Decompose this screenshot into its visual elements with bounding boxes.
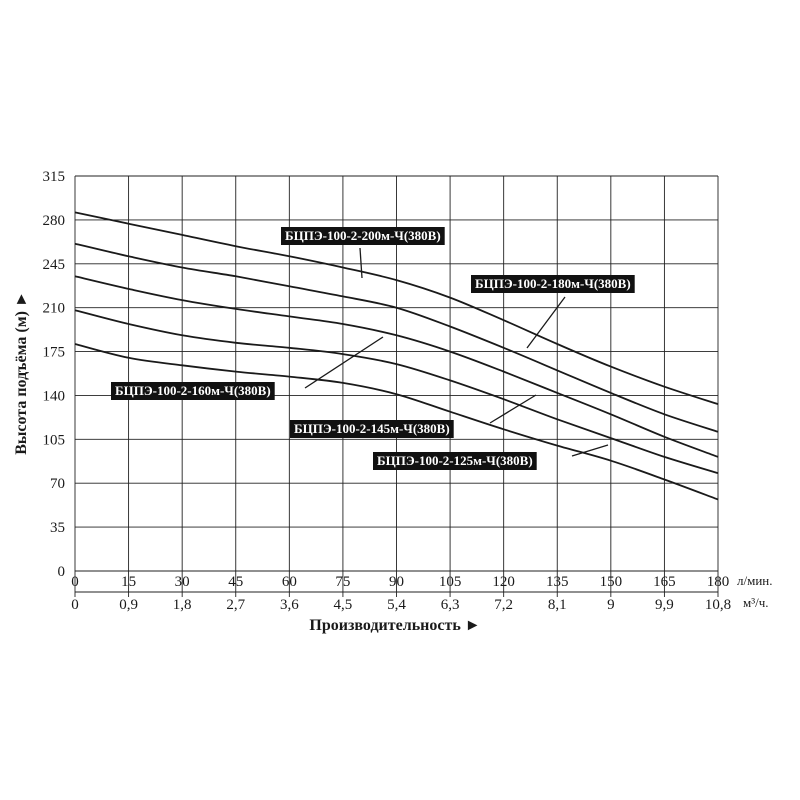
series-curve-2: [74, 242, 719, 433]
series-labels: БЦПЭ-100-2-200м-Ч(380В) БЦПЭ-100-2-180м-Ч…: [111, 227, 635, 470]
series-leader-line: [571, 444, 609, 457]
x-tick-label: 45: [228, 574, 243, 590]
series-label-3: БЦПЭ-100-2-160м-Ч(380В): [111, 336, 384, 400]
series-label-box: [290, 420, 454, 438]
y-axis-title: Высота подъёма (м) ►: [13, 291, 30, 455]
y-tick-label: 70: [50, 476, 65, 492]
series-label-text: БЦПЭ-100-2-160м-Ч(380В): [115, 383, 271, 398]
x2-unit-label: м³/ч.: [743, 595, 769, 610]
x-tick-label: 135: [546, 574, 569, 590]
x-tick-label: 30: [175, 574, 190, 590]
series-label-2: БЦПЭ-100-2-180м-Ч(380В): [471, 275, 635, 349]
y-tick-label: 280: [43, 213, 66, 229]
x-tick-label: 165: [653, 574, 676, 590]
x2-tick-labels: 0 0,9 1,8 2,7 3,6 4,5 5,4 6,3 7,2 8,1 9 9,9 10,8: [71, 597, 731, 613]
series-label-text: БЦПЭ-100-2-125м-Ч(380В): [377, 453, 533, 468]
series-curves: [74, 211, 719, 501]
series-leader-line: [526, 296, 566, 349]
series-curve-1: [74, 211, 719, 406]
y-tick-label: 315: [43, 169, 66, 185]
x-tick-labels: 0 15 30 45 60 75 90 105 120 135 150 165 180: [71, 574, 729, 590]
x2-tick-label: 0,9: [119, 597, 138, 613]
series-label-4: БЦПЭ-100-2-145м-Ч(380В): [290, 394, 537, 438]
series-label-box: [373, 452, 537, 470]
series-curve-5: [74, 343, 719, 501]
y-tick-label: 175: [43, 345, 66, 361]
series-curve-3: [74, 275, 719, 458]
x2-tick-label: 3,6: [280, 597, 299, 613]
series-curve-4: [74, 309, 719, 475]
x2-tick-label: 9: [607, 597, 615, 613]
series-label-text: БЦПЭ-100-2-180м-Ч(380В): [475, 276, 631, 291]
x2-tick-label: 0: [71, 597, 79, 613]
x-tick-label: 150: [600, 574, 623, 590]
x-tick-label: 15: [121, 574, 136, 590]
series-label-text: БЦПЭ-100-2-145м-Ч(380В): [294, 421, 450, 436]
x2-tick-label: 8,1: [548, 597, 567, 613]
x2-tick-label: 4,5: [334, 597, 353, 613]
x-tick-label: 105: [439, 574, 462, 590]
y-tick-label: 0: [58, 564, 66, 580]
x-tick-label: 120: [492, 574, 515, 590]
x2-tick-label: 7,2: [494, 597, 513, 613]
x2-tick-label: 1,8: [173, 597, 192, 613]
x-tick-label: 180: [707, 574, 730, 590]
x2-tick-label: 6,3: [441, 597, 460, 613]
x2-tick-label: 10,8: [705, 597, 731, 613]
x2-tick-label: 2,7: [226, 597, 245, 613]
y-tick-label: 210: [43, 301, 66, 317]
x-tick-label: 0: [71, 574, 79, 590]
series-leader-line: [304, 336, 384, 389]
series-label-box: [471, 275, 635, 293]
x-tick-label: 90: [389, 574, 404, 590]
y-tick-label: 35: [50, 520, 65, 536]
x-tick-label: 60: [282, 574, 297, 590]
series-label-5: БЦПЭ-100-2-125м-Ч(380В): [373, 444, 609, 470]
series-label-text: БЦПЭ-100-2-200м-Ч(380В): [285, 228, 441, 243]
series-label-box: [111, 382, 275, 400]
y-tick-labels: 0 35 70 105 140 175 210 245 280 315: [43, 169, 66, 580]
y-tick-label: 105: [43, 432, 66, 448]
x2-tick-label: 5,4: [387, 597, 406, 613]
series-leader-line: [489, 394, 537, 424]
series-label-box: [281, 227, 445, 245]
series-label-1: БЦПЭ-100-2-200м-Ч(380В): [281, 227, 445, 279]
y-tick-label: 140: [43, 388, 66, 404]
y-tick-label: 245: [43, 257, 66, 273]
x-unit-label: л/мин.: [737, 573, 773, 588]
series-leader-line: [359, 247, 363, 279]
x-tick-label: 75: [335, 574, 350, 590]
x2-tick-label: 9,9: [655, 597, 674, 613]
x-axis-title: Производительность ►: [309, 617, 480, 634]
